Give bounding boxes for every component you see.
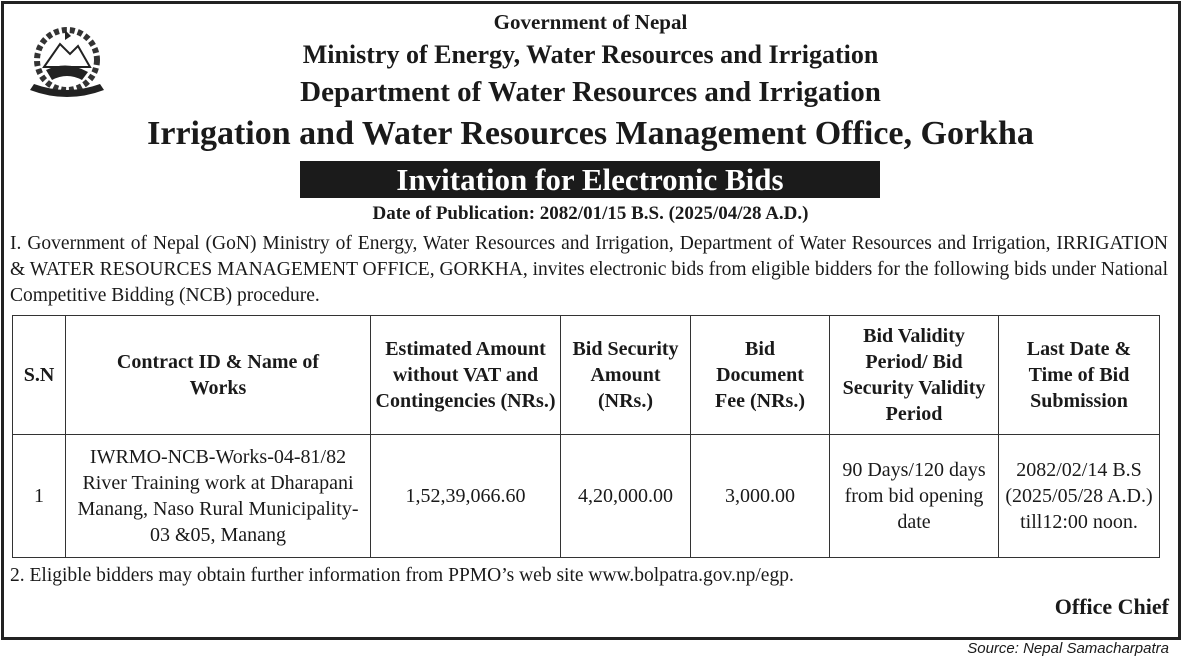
nepal-emblem-icon — [30, 27, 104, 97]
table-row: 1 IWRMO-NCB-Works-04-81/82 River Trainin… — [12, 434, 1160, 558]
signature: Office Chief — [1054, 594, 1169, 619]
header-contract: Contract ID & Name of Works — [65, 315, 371, 435]
header-last-date: Last Date & Time of Bid Submission — [998, 315, 1160, 435]
bid-table: S.N Contract ID & Name of Works Estimate… — [12, 315, 1160, 558]
header-fee: Bid Document Fee (NRs.) — [690, 315, 830, 435]
cell-estimated: 1,52,39,066.60 — [370, 434, 561, 558]
cell-validity: 90 Days/120 days from bid opening date — [829, 434, 999, 558]
ministry-title: Ministry of Energy, Water Resources and … — [302, 40, 879, 69]
gov-title: Government of Nepal — [493, 10, 688, 34]
department-title: Department of Water Resources and Irriga… — [300, 76, 881, 108]
cell-sn: 1 — [12, 434, 66, 558]
cell-security: 4,20,000.00 — [560, 434, 691, 558]
header-security: Bid Security Amount (NRs.) — [560, 315, 691, 435]
source-credit: Source: Nepal Samacharpatra — [967, 640, 1169, 657]
notice-frame — [1, 1, 1181, 640]
further-info-note: 2. Eligible bidders may obtain further i… — [10, 565, 794, 586]
invitation-paragraph: I. Government of Nepal (GoN) Ministry of… — [10, 233, 1168, 306]
header-estimated: Estimated Amount without VAT and Conting… — [370, 315, 561, 435]
table-header-row: S.N Contract ID & Name of Works Estimate… — [12, 315, 1160, 435]
cell-contract: IWRMO-NCB-Works-04-81/82 River Training … — [65, 434, 371, 558]
notice-banner: Invitation for Electronic Bids — [300, 161, 880, 198]
cell-last-date: 2082/02/14 B.S (2025/05/28 A.D.) till12:… — [998, 434, 1160, 558]
header-sn: S.N — [12, 315, 66, 435]
cell-fee: 3,000.00 — [690, 434, 830, 558]
header-validity: Bid Validity Period/ Bid Security Validi… — [829, 315, 999, 435]
office-title: Irrigation and Water Resources Managemen… — [147, 115, 1034, 152]
publication-date: Date of Publication: 2082/01/15 B.S. (20… — [372, 203, 809, 224]
